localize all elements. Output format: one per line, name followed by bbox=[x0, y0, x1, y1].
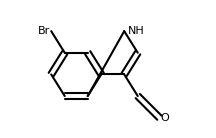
Text: Br: Br bbox=[38, 26, 50, 36]
Text: O: O bbox=[161, 113, 170, 123]
Text: NH: NH bbox=[128, 26, 145, 36]
